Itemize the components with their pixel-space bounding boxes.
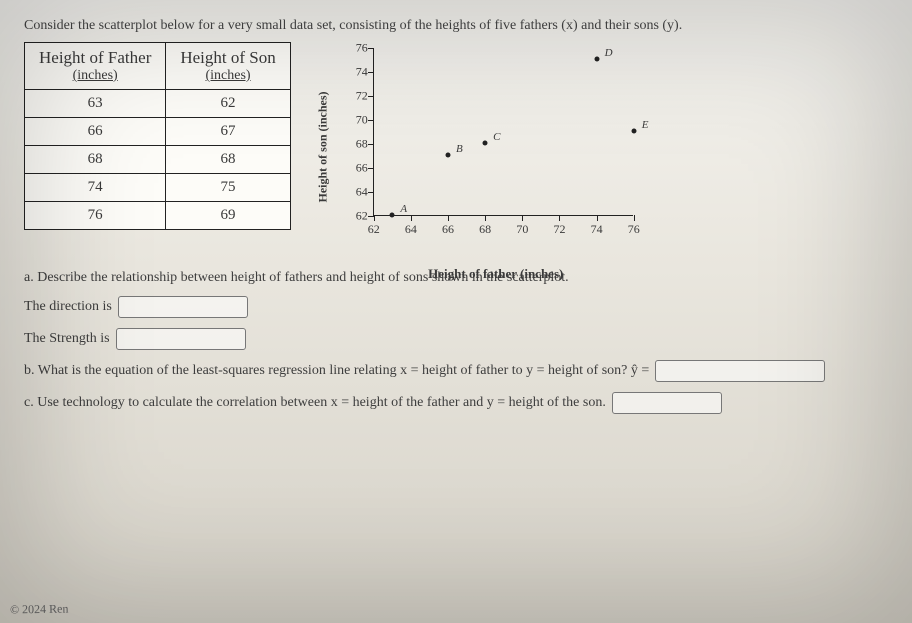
question-c-text: c. Use technology to calculate the corre…: [24, 395, 606, 411]
scatter-point-label: B: [456, 143, 463, 155]
y-axis-label: Height of son (inches): [315, 92, 330, 203]
table-cell: 62: [166, 90, 290, 118]
col-header-father: Height of Father (inches): [25, 43, 166, 90]
y-tick-label: 62: [346, 209, 368, 224]
x-tick: [485, 215, 486, 221]
table-row: 7669: [25, 202, 291, 230]
header-title: Height of Son: [180, 48, 275, 68]
y-tick: [368, 48, 374, 49]
y-tick-label: 74: [346, 65, 368, 80]
plot-area: 62646668707274766264666870727476ABCDE: [373, 48, 633, 216]
table-cell: 68: [25, 146, 166, 174]
x-tick-label: 74: [591, 222, 603, 237]
table-cell: 63: [25, 90, 166, 118]
y-tick-label: 76: [346, 41, 368, 56]
scatterplot: Height of son (inches) 62646668707274766…: [331, 42, 661, 252]
problem-prompt: Consider the scatterplot below for a ver…: [24, 18, 888, 34]
header-title: Height of Father: [39, 48, 151, 68]
scatter-point-label: A: [400, 203, 407, 215]
x-tick: [559, 215, 560, 221]
table-row: 6362: [25, 90, 291, 118]
scatter-point-label: D: [605, 47, 613, 59]
x-tick-label: 72: [553, 222, 565, 237]
direction-label: The direction is: [24, 299, 112, 315]
x-tick: [448, 215, 449, 221]
question-a-direction: The direction is: [24, 296, 888, 318]
copyright-footer: © 2024 Ren: [10, 601, 69, 617]
x-tick: [522, 215, 523, 221]
x-tick-label: 70: [516, 222, 528, 237]
y-tick: [368, 96, 374, 97]
question-a-strength: The Strength is: [24, 328, 888, 350]
x-axis-label: Height of father (inches): [428, 266, 563, 282]
y-tick: [368, 72, 374, 73]
x-tick: [374, 215, 375, 221]
x-tick: [597, 215, 598, 221]
regression-equation-input[interactable]: [655, 360, 825, 382]
y-tick: [368, 168, 374, 169]
table-cell: 66: [25, 118, 166, 146]
table-cell: 74: [25, 174, 166, 202]
y-tick: [368, 144, 374, 145]
y-tick-label: 70: [346, 113, 368, 128]
table-cell: 68: [166, 146, 290, 174]
scatter-point: [631, 129, 636, 134]
strength-label: The Strength is: [24, 331, 110, 347]
correlation-input[interactable]: [612, 392, 722, 414]
x-tick-label: 76: [628, 222, 640, 237]
x-tick-label: 66: [442, 222, 454, 237]
table-row: 6868: [25, 146, 291, 174]
table-row: 6667: [25, 118, 291, 146]
strength-input[interactable]: [116, 328, 246, 350]
table-row: 7475: [25, 174, 291, 202]
question-b-text: b. What is the equation of the least-squ…: [24, 363, 649, 379]
x-tick-label: 64: [405, 222, 417, 237]
scatter-point: [446, 153, 451, 158]
scatter-point: [390, 213, 395, 218]
y-tick: [368, 120, 374, 121]
question-c: c. Use technology to calculate the corre…: [24, 392, 888, 414]
questions-block: a. Describe the relationship between hei…: [24, 270, 888, 414]
y-tick-label: 66: [346, 161, 368, 176]
y-tick: [368, 192, 374, 193]
col-header-son: Height of Son (inches): [166, 43, 290, 90]
header-unit: (inches): [39, 68, 151, 84]
top-row: Height of Father (inches) Height of Son …: [24, 42, 888, 252]
table-cell: 75: [166, 174, 290, 202]
x-tick: [634, 215, 635, 221]
header-unit: (inches): [180, 68, 275, 84]
scatter-point-label: E: [642, 119, 649, 131]
data-table: Height of Father (inches) Height of Son …: [24, 42, 291, 230]
scatter-point: [483, 141, 488, 146]
y-tick-label: 64: [346, 185, 368, 200]
scatter-point: [594, 57, 599, 62]
y-tick-label: 72: [346, 89, 368, 104]
table-cell: 69: [166, 202, 290, 230]
y-tick-label: 68: [346, 137, 368, 152]
x-tick: [411, 215, 412, 221]
x-tick-label: 68: [479, 222, 491, 237]
scatter-point-label: C: [493, 131, 500, 143]
table-cell: 76: [25, 202, 166, 230]
x-tick-label: 62: [368, 222, 380, 237]
direction-input[interactable]: [118, 296, 248, 318]
question-b: b. What is the equation of the least-squ…: [24, 360, 888, 382]
table-cell: 67: [166, 118, 290, 146]
